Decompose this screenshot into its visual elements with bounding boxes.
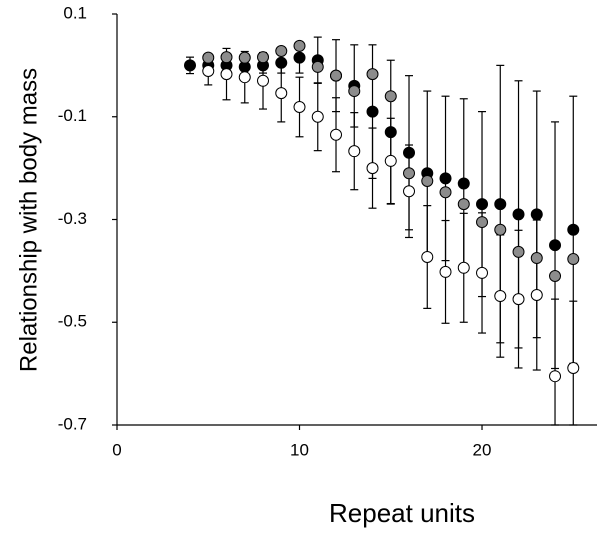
- point: [530, 208, 543, 221]
- point: [311, 110, 324, 123]
- point: [476, 216, 489, 229]
- point: [275, 87, 288, 100]
- point: [403, 167, 416, 180]
- point: [348, 85, 361, 98]
- point: [257, 51, 270, 64]
- point: [348, 145, 361, 158]
- point: [512, 208, 525, 221]
- point: [439, 186, 452, 199]
- point: [439, 265, 452, 278]
- point: [293, 51, 306, 64]
- point: [512, 245, 525, 258]
- y-tick-label: 0.1: [63, 3, 87, 22]
- point: [512, 293, 525, 306]
- point: [220, 68, 233, 81]
- point: [384, 90, 397, 103]
- x-axis-label: Repeat units: [329, 498, 475, 528]
- point: [421, 251, 434, 264]
- point: [476, 266, 489, 279]
- point: [530, 252, 543, 265]
- point: [403, 146, 416, 159]
- point: [275, 44, 288, 57]
- y-tick-label: -0.1: [58, 106, 87, 125]
- point: [366, 105, 379, 118]
- point: [421, 174, 434, 187]
- point: [530, 289, 543, 302]
- x-tick-label: 10: [290, 440, 309, 459]
- point: [202, 65, 215, 78]
- point: [238, 71, 251, 84]
- point: [457, 261, 470, 274]
- point: [202, 51, 215, 64]
- point: [494, 290, 507, 303]
- point: [457, 177, 470, 190]
- point: [330, 128, 343, 141]
- point: [403, 185, 416, 198]
- point: [457, 198, 470, 211]
- point: [567, 253, 580, 266]
- point: [366, 68, 379, 81]
- y-tick-label: -0.7: [58, 414, 87, 433]
- point: [311, 60, 324, 73]
- point: [567, 361, 580, 374]
- x-tick-label: 0: [112, 440, 121, 459]
- error-bar: [551, 298, 560, 426]
- y-tick-label: -0.3: [58, 209, 87, 228]
- point: [384, 154, 397, 167]
- point: [549, 270, 562, 283]
- y-axis-label: Relationship with body mass: [15, 68, 42, 372]
- point: [257, 74, 270, 87]
- point: [494, 223, 507, 236]
- point: [476, 198, 489, 211]
- point: [275, 56, 288, 69]
- point: [384, 126, 397, 139]
- point: [238, 51, 251, 64]
- point: [293, 39, 306, 52]
- point: [549, 370, 562, 383]
- point: [549, 239, 562, 252]
- point: [366, 162, 379, 175]
- point: [494, 198, 507, 211]
- point: [293, 100, 306, 113]
- point: [220, 51, 233, 64]
- point: [184, 59, 197, 72]
- point: [567, 223, 580, 236]
- point: [330, 69, 343, 82]
- y-tick-label: -0.5: [58, 312, 87, 331]
- point: [439, 172, 452, 185]
- x-tick-label: 20: [473, 440, 492, 459]
